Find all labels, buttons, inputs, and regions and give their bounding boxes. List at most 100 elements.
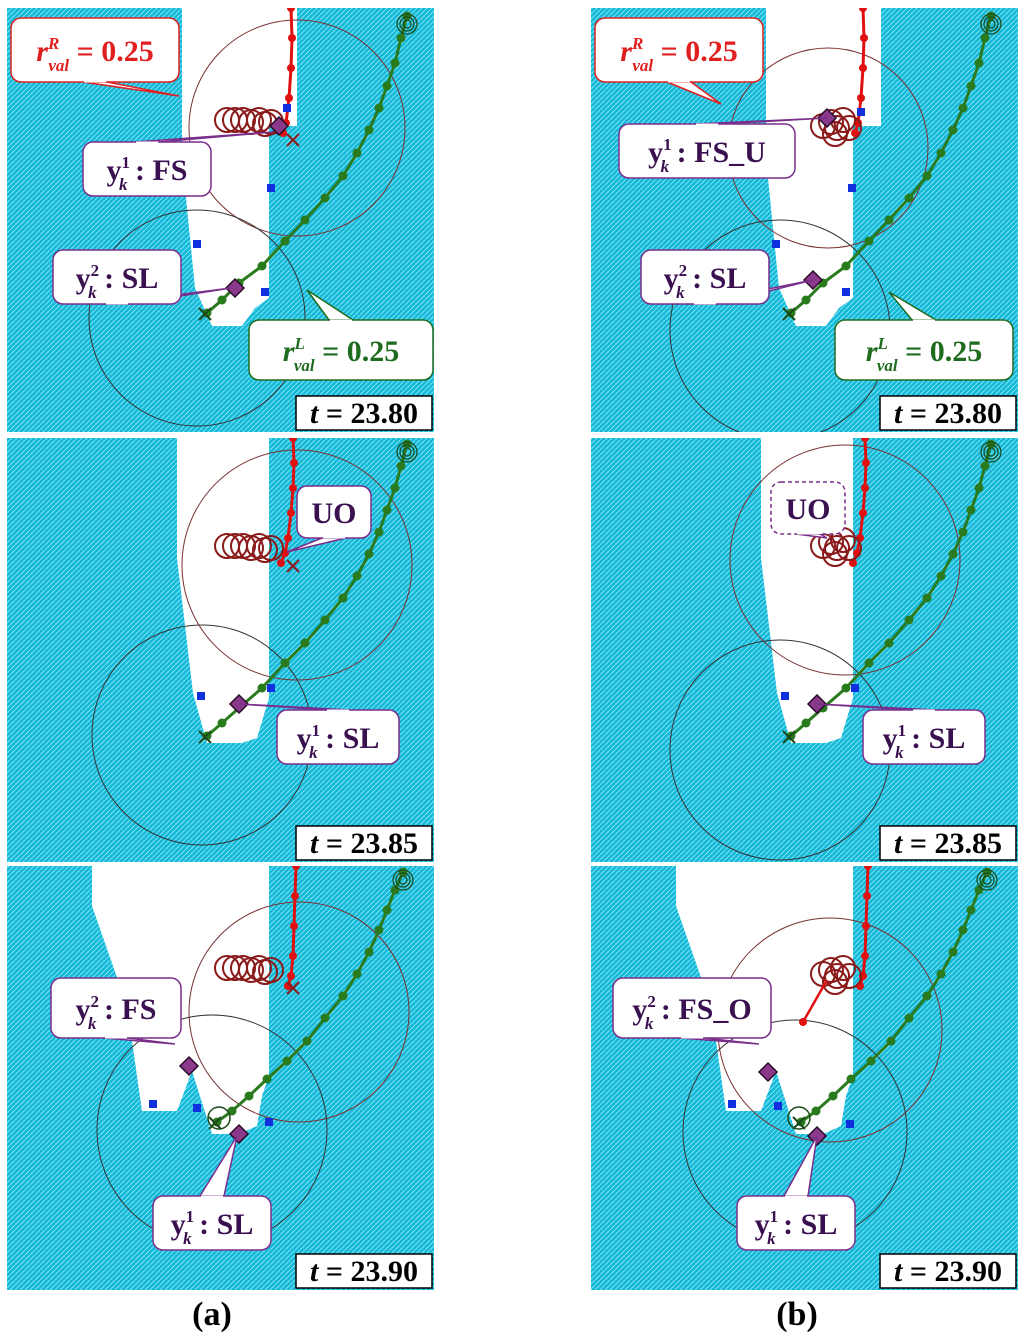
callout-text: rL val = 0.25 [283,334,399,375]
callout: y1 k : SL [816,703,986,765]
landmark [267,684,275,692]
callout-text: y1 k : SL [297,721,380,762]
right-track-end-marker [286,133,300,147]
panel-content [7,866,434,1290]
left-track-point [300,215,310,225]
time-label-box [879,1253,1017,1289]
uncertainty-circle [822,121,848,147]
right-track-end-marker [286,559,300,573]
left-track-start-marker [395,872,411,888]
callout: rR val = 0.25 [10,17,180,97]
landmark [197,692,205,700]
callout-value: SL [217,1208,254,1241]
callout-value: SL [710,262,747,295]
callout-seam [327,709,349,712]
left-track-start-marker [392,869,414,891]
left-track-point [244,1091,254,1101]
measurement-marker [228,1123,250,1145]
callout-symbol: y [171,1208,186,1241]
uncertainty-circle [836,115,862,141]
callout-operator: = [898,335,930,368]
left-track-point [280,236,290,246]
left-track-point [884,638,894,648]
callout-value: FS_U [694,136,766,169]
callout-seam [681,1036,703,1039]
left-track-start-marker [979,872,995,888]
callout-text: UO [786,493,831,526]
left-track-end-marker [782,730,796,744]
left-track-start-marker [983,16,999,32]
left-track-point [980,461,990,471]
time-label-text: t = 23.85 [310,827,418,860]
callout-sub: val [632,56,653,75]
callout: y1 k : SL [238,703,400,765]
callout-operator: : [97,262,122,295]
left-track-point [974,58,984,68]
left-track-point [374,103,384,113]
left-track-start-marker [980,441,1002,463]
time-label-text: t = 23.90 [310,1255,418,1288]
left-track-point [390,58,400,68]
callout-symbol: y [297,722,312,755]
left-track-point [948,947,958,957]
landmark [857,108,865,116]
callout-sup: 2 [679,261,688,280]
association-circle [207,1106,231,1130]
left-track-start-marker [402,447,412,457]
callout-operator: : [192,1208,217,1241]
map-panel: t = 23.90 [7,866,434,1290]
right-track-point [288,34,296,42]
callout-seam [668,80,690,83]
landmark [848,184,856,192]
landmark [283,104,291,112]
left-track-start-marker [976,869,998,891]
left-track-point [904,193,914,203]
left-track-point [958,527,968,537]
right-track-point [859,509,867,517]
validation-circle-right [188,19,406,237]
callout-value: UO [312,497,357,530]
left-track-point [398,867,408,877]
callout-text: y1 k : FS_U [648,135,766,176]
left-track-end-marker [782,307,796,321]
time-label: t = 23.90 [879,1253,1017,1289]
uncertainty-circle [822,541,848,567]
right-track-point [862,459,870,467]
callout-text: y2 k : SL [664,261,747,302]
callout-sup: L [293,334,304,353]
left-track-start-marker [396,441,418,463]
callout-value: FS_O [678,993,751,1026]
callout: UO [770,481,846,539]
left-track-start-marker [982,875,992,885]
right-track-point [289,484,297,492]
callout-symbol: y [648,136,663,169]
time-label-text: t = 23.80 [310,397,418,430]
right-track-point [289,952,297,960]
left-track-point [864,236,874,246]
time-label-text: t = 23.85 [894,827,1002,860]
time-symbol: t [310,1255,320,1288]
callout-seam [323,536,345,539]
time-label-text: t = 23.90 [894,1255,1002,1288]
callout-symbol: y [883,722,898,755]
callout: rR val = 0.25 [594,17,764,105]
left-track-start-marker [399,444,415,460]
left-track-point [811,1106,821,1116]
right-track-point [287,509,295,517]
left-track-point [338,593,348,603]
callout-sub: k [309,743,318,762]
right-track-point [287,64,295,72]
right-track-point [861,952,869,960]
left-track-point [320,193,330,203]
left-track-point [986,439,996,449]
callout-sub: val [877,356,898,375]
left-track-start-marker [402,19,412,29]
callout-sub: val [48,56,69,75]
callout: y2 k : SL [52,249,232,305]
callout-seam [84,80,106,83]
left-track-point [320,615,330,625]
validation-circle-right [188,901,410,1123]
left-track-point [338,991,348,1001]
callout-symbol: y [755,1208,770,1241]
